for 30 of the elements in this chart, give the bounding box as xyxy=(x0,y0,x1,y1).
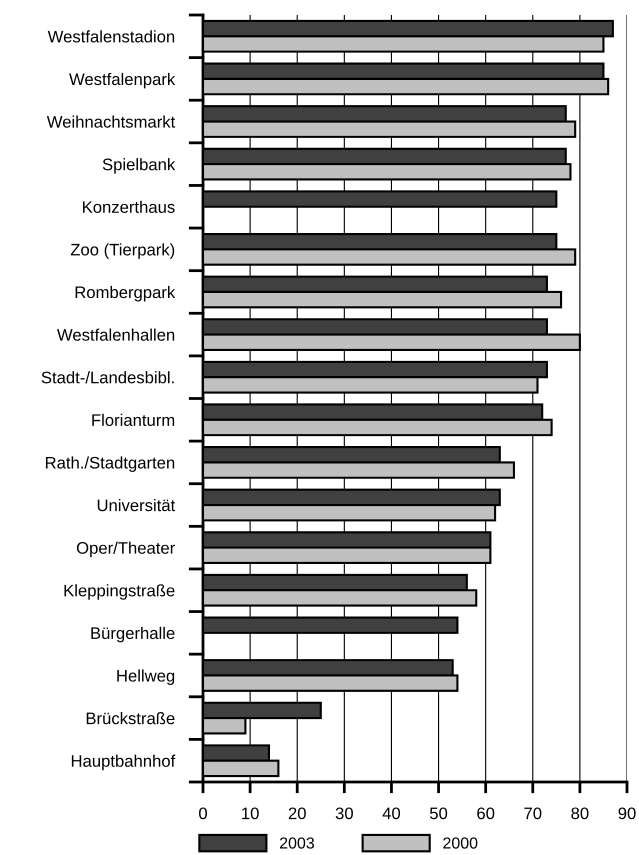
x-tick-label: 90 xyxy=(618,807,636,820)
x-tick-label: 70 xyxy=(524,807,542,820)
x-tick-label: 60 xyxy=(477,807,494,820)
y-tick-label: Rombergpark xyxy=(76,286,176,302)
y-tick-label: Zoo (Tierpark) xyxy=(70,243,174,259)
legend-label: 2000 xyxy=(443,837,478,849)
x-tick-label: 20 xyxy=(288,807,306,820)
y-tick-label: Bürgerhalle xyxy=(91,626,174,642)
y-tick-label: Rath./Stadtgarten xyxy=(46,456,174,472)
y-tick-label: Brückstraße xyxy=(86,712,174,724)
x-tick-label: 10 xyxy=(242,807,259,820)
x-tick-label: 50 xyxy=(430,807,448,820)
y-tick-label: Universität xyxy=(98,498,176,512)
y-tick-label: Hauptbahnhof xyxy=(72,754,176,770)
y-tick-label: Westfalenstadion xyxy=(48,30,174,43)
y-tick-label: Florianturm xyxy=(92,414,174,426)
y-tick-label: Oper/Theater xyxy=(76,542,175,558)
y-tick-label: Konzerthaus xyxy=(83,200,175,213)
x-tick-label: 40 xyxy=(382,807,400,820)
y-tick-label: Spielbank xyxy=(102,158,176,174)
y-tick-label: Westfalenhallen xyxy=(57,328,174,341)
x-tick-label: 30 xyxy=(336,807,353,820)
x-tick-label: 80 xyxy=(571,807,589,820)
x-tick-label: 0 xyxy=(199,807,207,820)
y-tick-label: Hellweg xyxy=(117,669,174,685)
y-tick-label: Westfalenpark xyxy=(69,72,176,88)
y-tick-label: Kleppingstraße xyxy=(64,584,174,600)
y-tick-label: Weihnachtsmarkt xyxy=(46,115,176,128)
legend-label: 2003 xyxy=(280,837,314,849)
y-tick-label: Stadt-/Landesbibl. xyxy=(42,371,174,384)
